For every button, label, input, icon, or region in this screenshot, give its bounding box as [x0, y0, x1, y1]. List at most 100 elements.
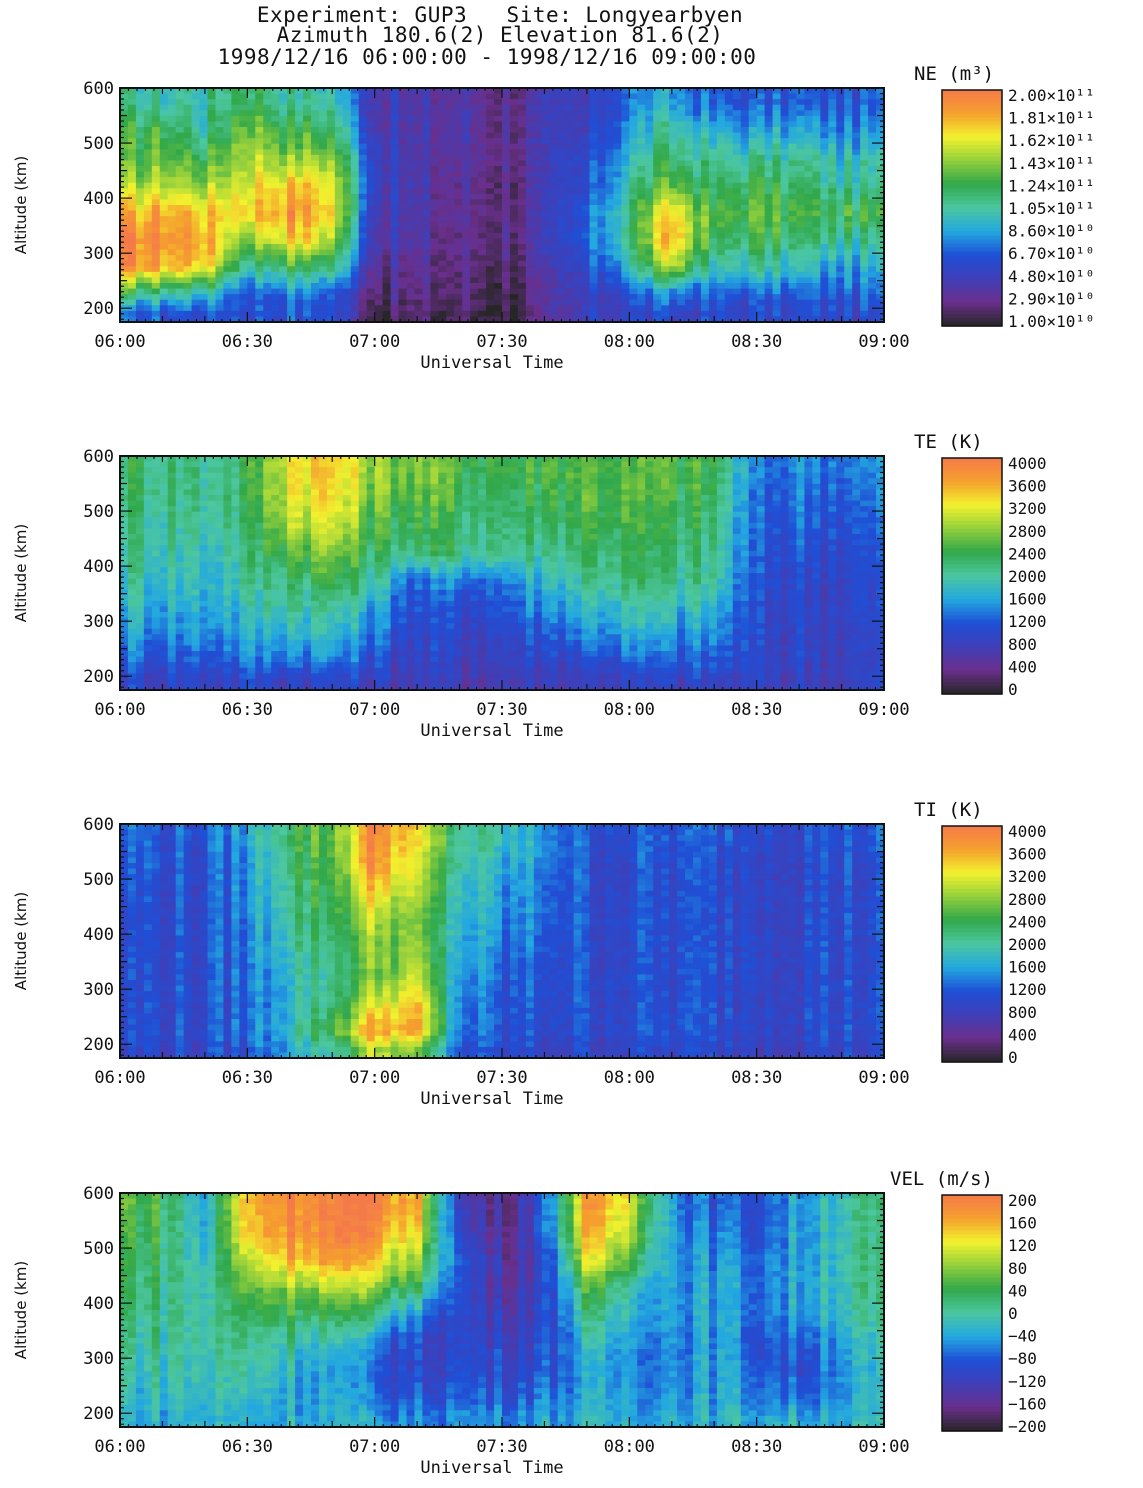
y-tick-label: 200 — [83, 299, 114, 319]
heatmap-cell — [621, 244, 630, 251]
heatmap-cell — [390, 238, 400, 245]
heatmap-cell — [135, 138, 145, 145]
heatmap-cell — [175, 143, 185, 150]
heatmap-cell — [478, 199, 487, 206]
heatmap-cell — [446, 227, 455, 234]
heatmap-cell — [685, 216, 694, 223]
heatmap-cell — [470, 132, 479, 139]
heatmap-cell — [279, 127, 288, 134]
heatmap-cell — [581, 227, 591, 234]
heatmap-cell — [255, 99, 264, 106]
heatmap-cell — [151, 182, 161, 189]
heatmap-cell — [151, 238, 161, 245]
heatmap-cell — [223, 232, 233, 240]
heatmap-cell — [772, 238, 782, 245]
heatmap-cell — [326, 138, 336, 145]
heatmap-cell — [517, 166, 527, 173]
heatmap-cell — [422, 305, 431, 312]
heatmap-cell — [525, 221, 535, 228]
heatmap-cell — [143, 277, 153, 284]
colorbar-swatch — [942, 255, 1002, 260]
heatmap-cell — [716, 110, 726, 117]
heatmap-cell — [183, 205, 193, 212]
heatmap-cell — [629, 171, 638, 178]
heatmap-cell — [740, 260, 750, 267]
heatmap-cell — [868, 255, 877, 262]
heatmap-cell — [796, 238, 806, 245]
heatmap-cell — [398, 88, 408, 95]
heatmap-cell — [828, 99, 837, 106]
heatmap-cell — [414, 88, 424, 95]
heatmap-cell — [565, 232, 575, 240]
heatmap-cell — [191, 456, 201, 463]
heatmap-cell — [199, 461, 209, 468]
heatmap-cell — [605, 182, 615, 189]
colorbar-swatch — [942, 215, 1002, 221]
heatmap-cell — [860, 260, 869, 267]
heatmap-cell — [653, 127, 662, 134]
heatmap-cell — [326, 149, 336, 156]
heatmap-cell — [223, 115, 233, 123]
heatmap-cell — [581, 166, 591, 173]
colorbar-label: 4.80×10¹⁰ — [1008, 267, 1095, 286]
heatmap-cell — [517, 260, 527, 267]
heatmap-cell — [175, 104, 185, 111]
heatmap-cell — [422, 283, 431, 290]
heatmap-cell — [151, 121, 161, 128]
heatmap-cell — [844, 166, 853, 173]
heatmap-cell — [247, 244, 256, 251]
heatmap-cell — [677, 104, 686, 111]
heatmap-cell — [613, 260, 622, 267]
heatmap-cell — [175, 506, 185, 513]
heatmap-cell — [295, 99, 304, 106]
heatmap-cell — [669, 149, 678, 156]
heatmap-cell — [820, 238, 829, 245]
heatmap-cell — [231, 456, 240, 463]
heatmap-cell — [183, 294, 193, 301]
heatmap-cell — [828, 271, 837, 279]
heatmap-cell — [677, 99, 686, 106]
heatmap-cell — [509, 199, 519, 206]
heatmap-cell — [223, 656, 233, 663]
heatmap-cell — [374, 249, 384, 256]
heatmap-cell — [804, 104, 813, 111]
heatmap-cell — [732, 210, 742, 217]
heatmap-cell — [525, 115, 535, 123]
heatmap-cell — [358, 138, 368, 145]
heatmap-cell — [637, 244, 646, 251]
heatmap-cell — [788, 115, 798, 123]
heatmap-cell — [135, 294, 145, 301]
heatmap-cell — [207, 639, 217, 647]
heatmap-cell — [517, 316, 527, 323]
heatmap-cell — [756, 205, 766, 212]
heatmap-cell — [462, 294, 471, 301]
heatmap-cell — [812, 299, 821, 306]
heatmap-cell — [311, 249, 320, 256]
heatmap-cell — [565, 149, 575, 156]
heatmap-cell — [279, 294, 288, 301]
heatmap-cell — [581, 244, 591, 251]
heatmap-cell — [557, 227, 567, 234]
heatmap-cell — [844, 182, 853, 189]
heatmap-cell — [231, 249, 240, 256]
heatmap-cell — [772, 193, 782, 201]
heatmap-cell — [454, 99, 463, 106]
heatmap-cell — [661, 305, 670, 312]
heatmap-cell — [525, 216, 535, 223]
heatmap-cell — [732, 305, 742, 312]
heatmap-cell — [533, 160, 543, 167]
heatmap-cell — [151, 154, 161, 162]
heatmap-cell — [860, 310, 869, 318]
heatmap-cell — [669, 171, 678, 178]
heatmap-cell — [637, 316, 646, 323]
heatmap-cell — [557, 93, 567, 100]
heatmap-cell — [191, 244, 201, 251]
heatmap-cell — [836, 160, 845, 167]
heatmap-cell — [836, 188, 845, 195]
heatmap-cell — [263, 210, 272, 217]
heatmap-cell — [836, 221, 845, 228]
colorbar-swatch — [942, 90, 1002, 95]
heatmap-cell — [199, 500, 209, 507]
heatmap-cell — [406, 210, 416, 217]
heatmap-cell — [669, 221, 678, 228]
